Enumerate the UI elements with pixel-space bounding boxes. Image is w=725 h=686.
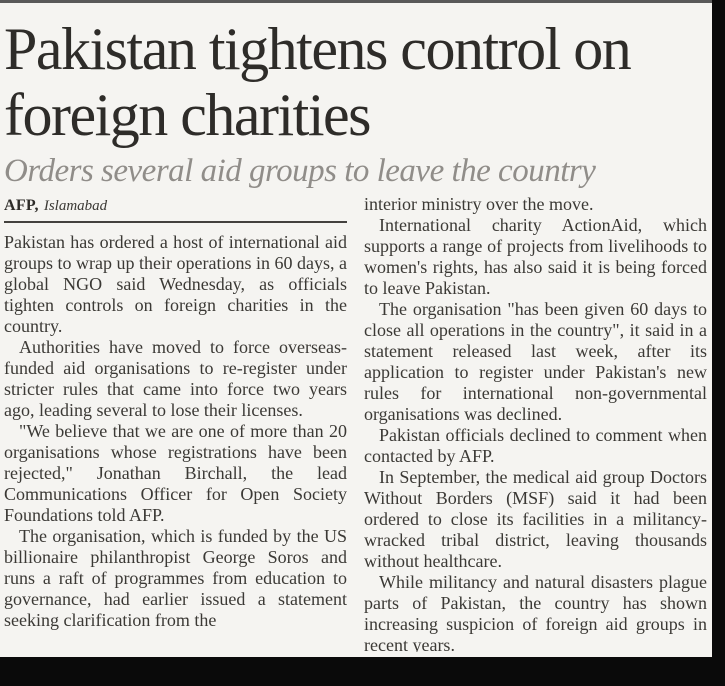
article-paragraph: The organisation "has been given 60 days… — [364, 299, 707, 424]
byline-agency: AFP, — [4, 197, 39, 214]
byline: AFP, Islamabad — [4, 194, 347, 216]
article-paragraph: International charity ActionAid, which s… — [364, 215, 707, 298]
article-paragraph: Pakistan officials declined to comment w… — [364, 425, 707, 466]
right-edge-bar — [712, 0, 725, 686]
article-paragraph: The organisation, which is funded by the… — [4, 526, 347, 630]
byline-divider — [4, 221, 347, 223]
article-paragraph: Authorities have moved to force overseas… — [4, 337, 347, 420]
article-paragraph: While militancy and natural disasters pl… — [364, 572, 707, 652]
headline: Pakistan tightens control on foreign cha… — [4, 16, 632, 148]
top-edge-line — [0, 0, 725, 3]
subheadline: Orders several aid groups to leave the c… — [4, 153, 596, 189]
bottom-edge-bar — [0, 657, 725, 686]
article-paragraph: In September, the medical aid group Doct… — [364, 467, 707, 571]
byline-location: Islamabad — [43, 198, 108, 214]
article-paragraph: interior ministry over the move. — [364, 194, 594, 214]
left-column: AFP, Islamabad Pakistan has ordered a hos… — [4, 194, 347, 652]
article-columns: AFP, Islamabad Pakistan has ordered a hos… — [4, 194, 707, 652]
article-paragraph: "We believe that we are one of more than… — [4, 421, 347, 525]
article-content: Pakistan tightens control on foreign cha… — [4, 16, 707, 652]
article-paragraph: Pakistan has ordered a host of internati… — [4, 232, 347, 336]
right-column: interior ministry over the move. Interna… — [364, 194, 707, 652]
